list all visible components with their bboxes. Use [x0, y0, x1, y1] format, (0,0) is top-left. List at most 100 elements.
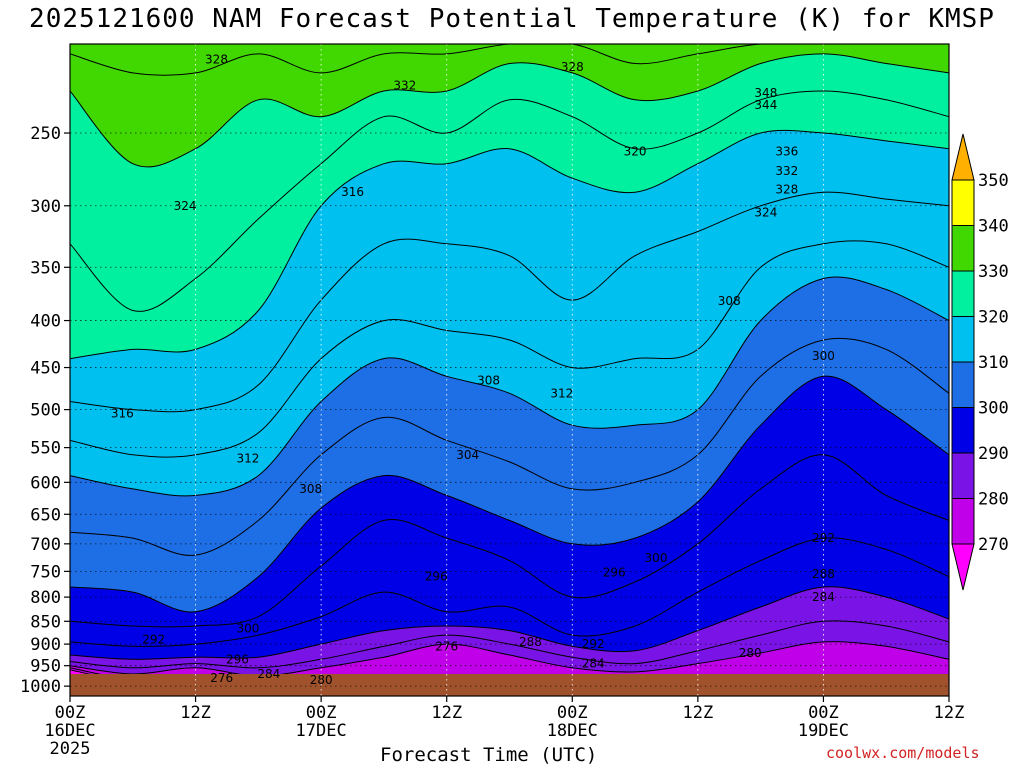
contour-label-32: 296 [226, 652, 249, 666]
contour-label-11: 316 [341, 185, 364, 199]
x-tick-label-2: 00Z [306, 703, 337, 723]
colorbar-label-320: 320 [978, 308, 1009, 328]
contour-label-29: 288 [519, 635, 542, 649]
x-tick-year-0: 2025 [50, 739, 91, 759]
isentrope-308 [70, 276, 949, 497]
x-tick-label-7: 12Z [934, 703, 965, 723]
y-tick-label-900: 900 [30, 635, 61, 655]
y-tick-label-750: 750 [30, 562, 61, 582]
x-tick-date-4: 18DEC [547, 721, 598, 741]
x-tick-date-0: 16DEC [44, 721, 95, 741]
x-tick-label-6: 00Z [808, 703, 839, 723]
contour-label-18: 304 [456, 448, 479, 462]
isentrope-312 [70, 240, 949, 458]
contour-label-33: 284 [582, 657, 605, 671]
colorbar-label-300: 300 [978, 399, 1009, 419]
colorbar-swatch-330 [951, 270, 975, 317]
colorbar-swatch-290 [951, 452, 975, 499]
colorbar-swatch-280 [951, 498, 975, 545]
colorbar-swatch-350 [951, 179, 975, 226]
y-tick-label-350: 350 [30, 258, 61, 278]
colorbar-label-290: 290 [978, 444, 1009, 464]
y-tick-label-250: 250 [30, 124, 61, 144]
x-tick-label-5: 12Z [682, 703, 713, 723]
contour-label-35: 276 [210, 671, 233, 685]
contour-label-27: 292 [142, 633, 165, 647]
isentrope-316 [70, 191, 949, 413]
y-tick-label-400: 400 [30, 312, 61, 332]
colorbar-extend-max [951, 133, 975, 181]
x-tick-label-1: 12Z [180, 703, 211, 723]
contour-label-34: 284 [257, 667, 280, 681]
isentrope-280 [70, 641, 949, 677]
contour-label-28: 276 [435, 639, 458, 653]
contour-label-24: 288 [812, 567, 835, 581]
y-tick-label-500: 500 [30, 401, 61, 421]
x-tick-label-4: 00Z [557, 703, 588, 723]
contour-label-7: 332 [775, 164, 798, 178]
colorbar-label-330: 330 [978, 262, 1009, 282]
isentrope-288 [70, 586, 949, 660]
colorbar-label-350: 350 [978, 171, 1009, 191]
contour-label-4: 344 [754, 98, 777, 112]
contour-label-14: 312 [550, 386, 573, 400]
contour-label-10: 324 [174, 199, 197, 213]
colorbar-extend-min [951, 543, 975, 591]
isentrope-296 [70, 454, 949, 628]
contour-label-2: 328 [561, 60, 584, 74]
contour-label-15: 300 [812, 349, 835, 363]
y-tick-label-650: 650 [30, 505, 61, 525]
colorbar-swatch-300 [951, 407, 975, 454]
y-tick-label-300: 300 [30, 197, 61, 217]
contour-label-22: 296 [603, 565, 626, 579]
colorbar-swatch-320 [951, 316, 975, 363]
y-axis-ticks: 250 300 350 400 450 500 550 600 650 700 750 800 850 9… [20, 124, 70, 697]
contour-label-13: 308 [477, 374, 500, 388]
colorbar-label-340: 340 [978, 217, 1009, 237]
contour-label-36: 280 [310, 673, 333, 687]
y-tick-label-850: 850 [30, 612, 61, 632]
y-tick-label-1000: 1000 [20, 677, 61, 697]
contour-label-6: 336 [775, 145, 798, 159]
contour-label-23: 296 [425, 570, 448, 584]
plot-frame [69, 43, 950, 697]
colorbar: 350 340 330 320 310 300 290 280 270 [951, 133, 1009, 591]
isentrope-304 [70, 337, 949, 556]
colorbar-label-310: 310 [978, 353, 1009, 373]
colorbar-swatch-310 [951, 361, 975, 408]
contour-label-16: 316 [111, 407, 134, 421]
contour-label-0: 328 [205, 53, 228, 67]
contour-label-5: 320 [624, 145, 647, 159]
contour-label-26: 300 [236, 621, 259, 635]
contour-label-9: 324 [754, 205, 777, 219]
isentrope-324 [70, 90, 949, 312]
x-tick-date-2: 17DEC [296, 721, 347, 741]
contour-label-3: 348 [754, 86, 777, 100]
isentrope-328 [70, 53, 949, 168]
colorbar-label-270: 270 [978, 535, 1009, 555]
contour-label-31: 280 [739, 646, 762, 660]
x-tick-label-3: 12Z [431, 703, 462, 723]
x-axis-label: Forecast Time (UTC) [380, 744, 598, 766]
contour-label-8: 328 [775, 182, 798, 196]
isentrope-300 [70, 375, 949, 613]
isentrope-292 [70, 537, 949, 647]
contour-label-19: 308 [299, 482, 322, 496]
x-tick-date-6: 19DEC [798, 721, 849, 741]
chart-title: 2025121600 NAM Forecast Potential Temper… [29, 4, 995, 34]
y-tick-label-800: 800 [30, 588, 61, 608]
contour-label-12: 308 [718, 294, 741, 308]
contour-label-20: 292 [812, 531, 835, 545]
colorbar-label-280: 280 [978, 490, 1009, 510]
y-tick-label-950: 950 [30, 657, 61, 677]
y-tick-label-700: 700 [30, 535, 61, 555]
contour-label-30: 292 [582, 637, 605, 651]
colorbar-swatch-340 [951, 225, 975, 272]
terrain-below-surface [70, 673, 949, 696]
isentrope-284 [70, 620, 949, 669]
contour-label-21: 300 [645, 551, 668, 565]
isentrope-320 [70, 129, 949, 360]
y-tick-label-550: 550 [30, 439, 61, 459]
